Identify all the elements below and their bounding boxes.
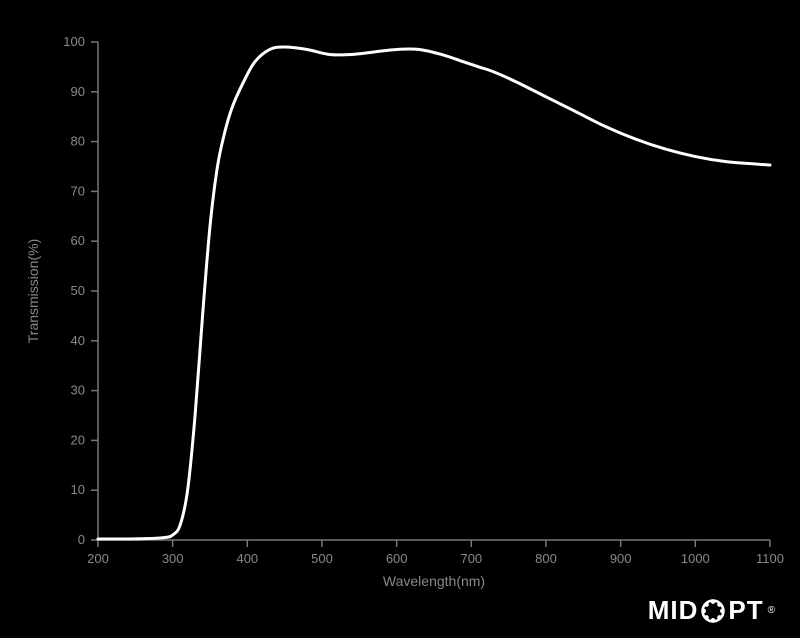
y-tick-label: 70 <box>71 183 85 198</box>
x-tick-label: 500 <box>311 551 333 566</box>
x-tick-label: 900 <box>610 551 632 566</box>
y-tick-label: 50 <box>71 283 85 298</box>
x-axis-label: Wavelength(nm) <box>383 573 485 589</box>
x-tick-label: 300 <box>162 551 184 566</box>
x-tick-label: 700 <box>460 551 482 566</box>
gear-o-icon <box>700 598 726 624</box>
transmission-chart: 200 300 400 500 600 700 800 900 1000 1100 0 10 20 30 4… <box>0 0 800 638</box>
brand-logo: MID PT ® <box>648 595 776 626</box>
y-tick-label: 40 <box>71 333 85 348</box>
x-tick-label: 800 <box>535 551 557 566</box>
y-axis-label: Transmission(%) <box>25 239 41 344</box>
x-tick-label: 1100 <box>756 551 784 566</box>
y-tick-label: 90 <box>71 84 85 99</box>
y-tick-label: 80 <box>71 134 85 149</box>
y-tick-label: 10 <box>71 482 85 497</box>
x-tick-label: 600 <box>386 551 408 566</box>
x-tick-label: 200 <box>87 551 109 566</box>
y-tick-label: 0 <box>78 532 85 547</box>
x-tick-label: 1000 <box>681 551 710 566</box>
y-tick-label: 60 <box>71 233 85 248</box>
y-tick-label: 30 <box>71 383 85 398</box>
x-tick-label: 400 <box>236 551 258 566</box>
y-tick-label: 100 <box>63 34 85 49</box>
registered-mark: ® <box>768 605 776 616</box>
logo-text-before: MID <box>648 595 699 626</box>
logo-text-after: PT <box>728 595 763 626</box>
y-tick-label: 20 <box>71 432 85 447</box>
